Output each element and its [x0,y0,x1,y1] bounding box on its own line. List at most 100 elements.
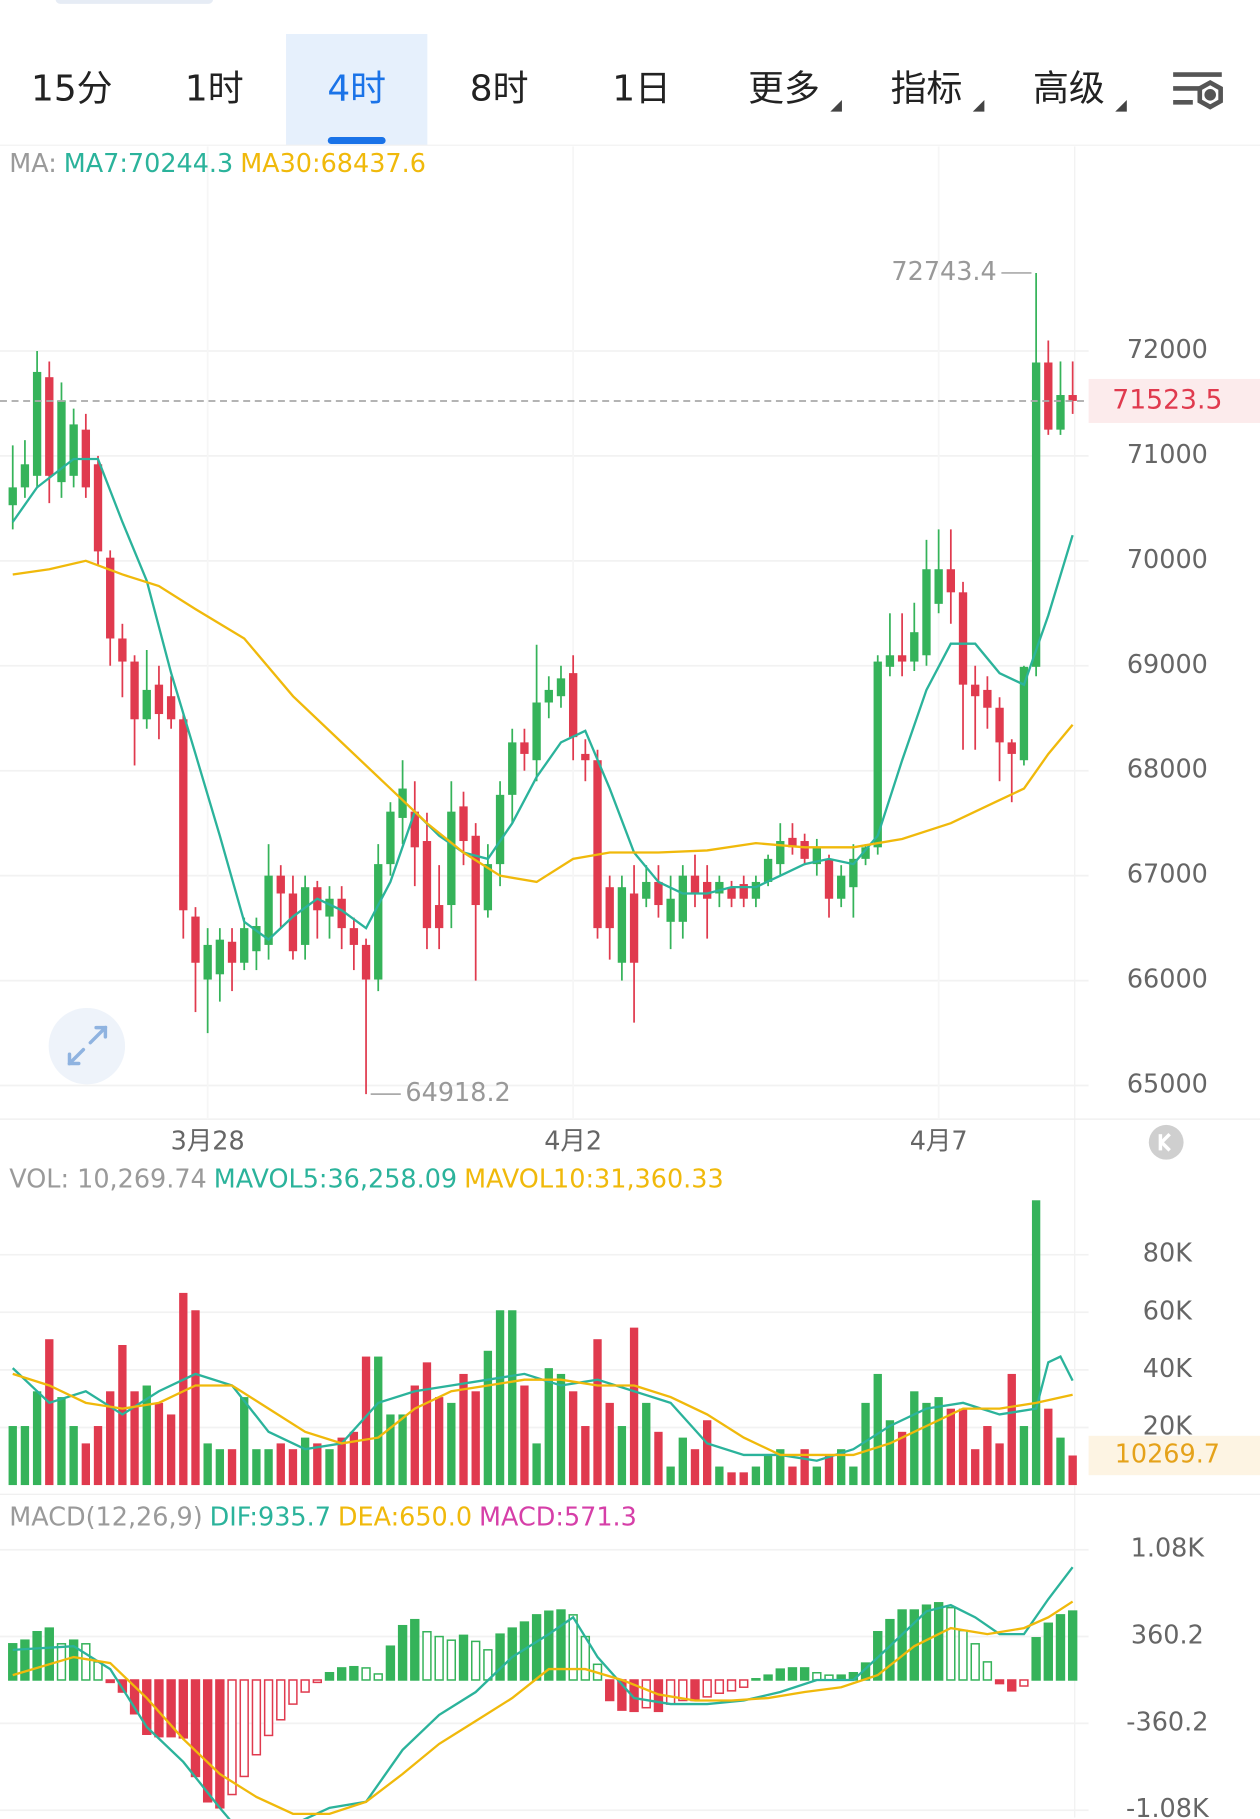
candle-body [629,893,639,963]
candle-body [910,632,919,662]
legend: VOL: 10,269.74 MAVOL5:36,258.09 MAVOL10:31… [9,1164,723,1194]
candle-body [763,858,773,882]
macd-bar [190,1679,201,1778]
volume-bar [313,1443,322,1486]
legend-entry: VOL: 10,269.74 [9,1164,207,1194]
candle-body [1068,395,1077,401]
macd-bar [44,1627,54,1681]
icon-line [67,1047,86,1066]
macd-bar [117,1679,128,1693]
macd-bar [1055,1614,1066,1681]
expand-button[interactable] [48,1007,126,1085]
macd-bar [1019,1679,1029,1687]
settings-icon[interactable] [1173,72,1223,110]
volume-bar [81,1443,91,1486]
high-label: 72743.4 [891,257,996,287]
macd-bar [276,1679,286,1721]
last-volume-tag [1088,1435,1260,1476]
volume-bar [678,1437,687,1486]
candle-body [800,841,809,859]
indicator-line [11,457,1074,942]
macd-bar [714,1679,725,1694]
macd-bar [958,1629,968,1681]
volume-bar [349,1431,359,1486]
macd-bar [373,1673,383,1681]
volume-bar [910,1391,919,1486]
volume-bar [727,1472,736,1486]
y-tick-label: 71000 [1127,440,1208,470]
tab[interactable]: 指标 [891,69,985,112]
macd-bar [970,1643,980,1681]
candle-body [983,689,992,708]
candle-body [849,858,858,888]
candle-body [788,837,797,848]
scroll-end-button[interactable] [1148,1124,1184,1160]
macd-bar [8,1643,18,1681]
candle-body [678,875,687,922]
macd-bar [105,1679,115,1684]
volume-bar [763,1454,773,1486]
candle-body [703,881,712,899]
candle-body [1019,666,1029,761]
macd-bar [32,1630,42,1681]
tab-underline [327,137,386,145]
volume-bar [252,1449,261,1486]
icon-hex [1197,79,1223,110]
macd-bar [1031,1637,1041,1681]
volume-bar [1019,1426,1029,1486]
icon-line [88,1025,108,1045]
candle-body [897,655,907,662]
tab-label: 15分 [31,69,113,110]
y-tick-label: 69000 [1127,650,1208,680]
volume-bar [544,1368,553,1486]
volume-bar [654,1431,663,1486]
volume-bar [690,1449,700,1486]
candle-body [556,678,566,697]
macd-bar [385,1645,396,1681]
candle-body [544,689,553,703]
candle-body [215,939,225,975]
tab[interactable]: 1时 [185,69,244,110]
tab[interactable]: 1日 [612,69,671,110]
indicator-line [12,1600,1074,1816]
tab[interactable]: 15分 [31,69,113,110]
candle-body [422,841,432,929]
volume-bar [642,1402,651,1486]
macd-bar [324,1671,335,1681]
candle-body [447,811,456,906]
candle-body [252,926,261,952]
y-tick-label: 72000 [1127,335,1208,365]
macd-bar [629,1679,639,1713]
tab[interactable]: 4时 [286,33,428,146]
button-bg [1148,1124,1184,1160]
macd-bar [446,1639,457,1681]
tab-label: 8时 [470,69,529,110]
tab[interactable]: 8时 [470,69,529,110]
volume-bar [605,1402,614,1486]
candle-body [946,569,956,593]
button-bg [48,1007,126,1085]
candle-body [288,893,298,952]
tab-label: 更多 [748,69,820,110]
macd-bar [690,1679,700,1702]
tab-label: 1日 [612,69,671,110]
low-label: 64918.2 [405,1078,510,1108]
candle-body [934,569,943,604]
volume-bar [386,1414,395,1486]
macd-bar [799,1667,810,1681]
volume-bar [45,1339,54,1486]
macd-bar [665,1679,676,1705]
volume-bar [1056,1437,1065,1486]
candle-body [873,661,882,848]
tab-highlight [286,33,428,146]
tab-label: 1时 [185,69,244,110]
top-handle [55,0,214,4]
volume-bar [520,1385,529,1486]
legend-entry: DIF:935.7 [210,1503,331,1533]
tab[interactable]: 更多 [748,69,842,112]
volume-bar [337,1437,346,1486]
volume-bar [812,1466,821,1486]
volume-bar [57,1397,66,1486]
